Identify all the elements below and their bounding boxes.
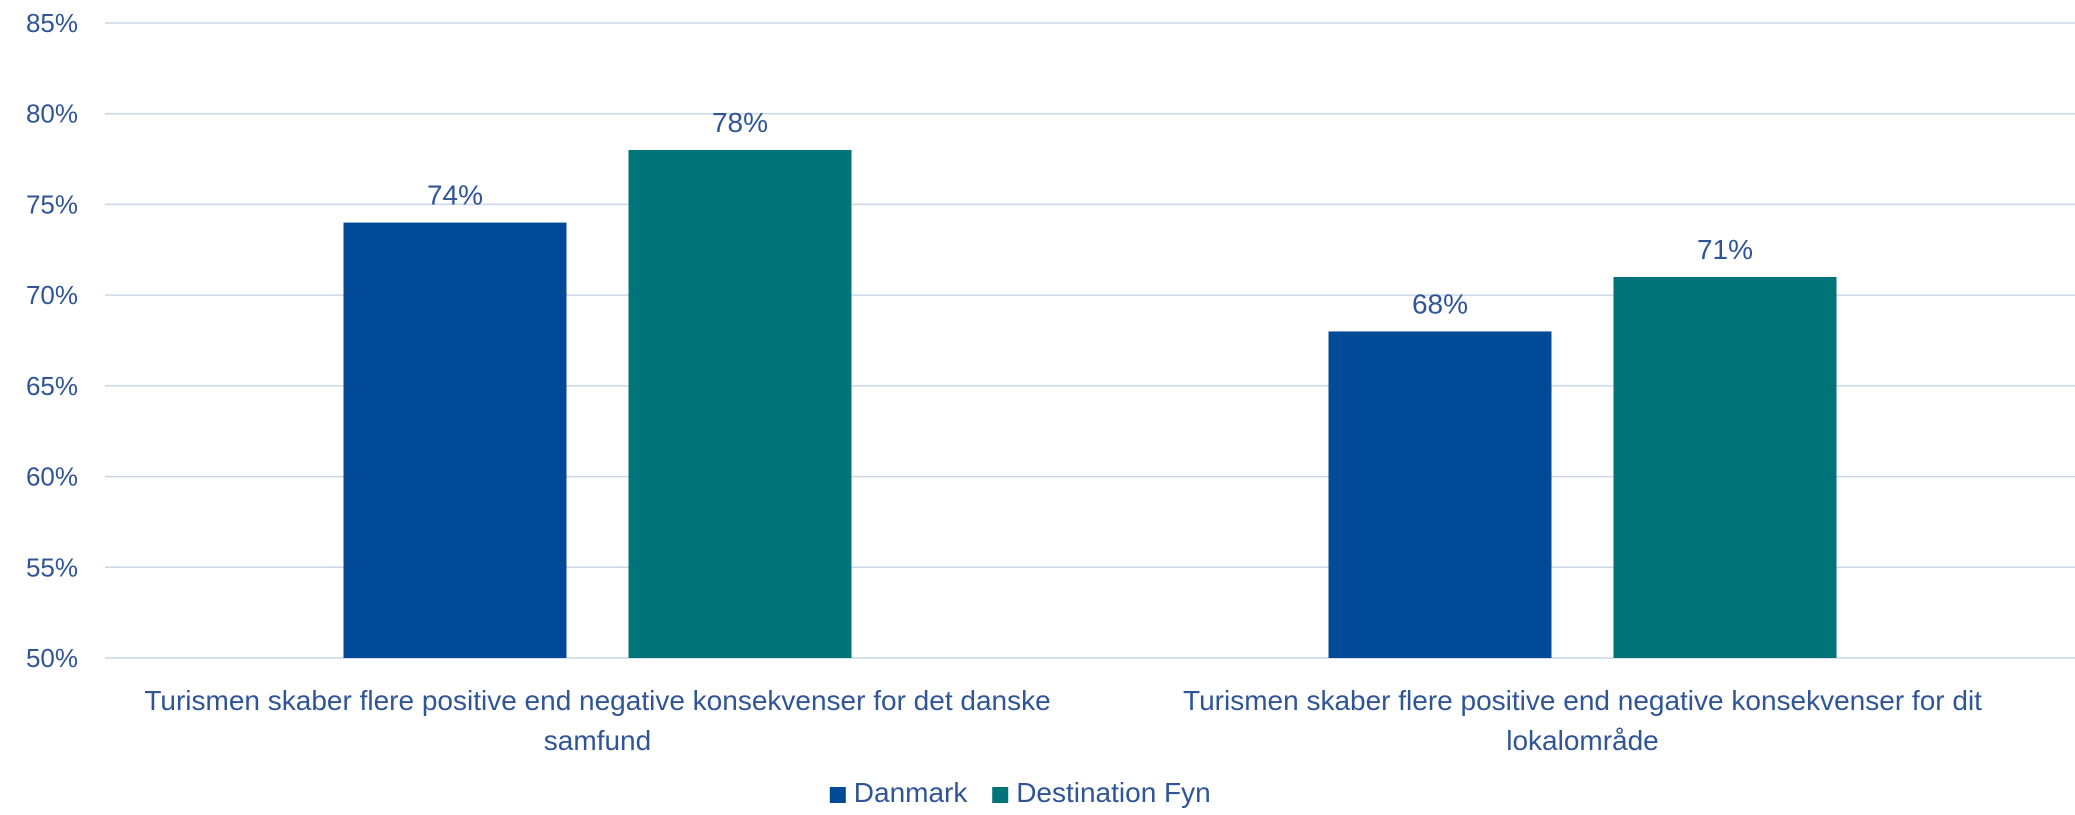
y-tick-label: 70% <box>26 280 78 310</box>
data-label: 71% <box>1697 234 1753 265</box>
y-tick-label: 80% <box>26 99 78 129</box>
bar <box>628 150 852 658</box>
data-label: 78% <box>712 107 768 138</box>
y-tick-label: 75% <box>26 189 78 219</box>
legend-swatch <box>992 787 1009 803</box>
legend-label: Danmark <box>854 777 969 808</box>
legend-swatch <box>829 787 846 803</box>
x-category-label: Turismen skaber flere positive end negat… <box>1183 685 1982 716</box>
data-label: 74% <box>427 180 483 211</box>
x-category-label: lokalområde <box>1506 725 1659 756</box>
x-category-label: Turismen skaber flere positive end negat… <box>144 685 1050 716</box>
x-category-label: samfund <box>544 725 651 756</box>
y-tick-label: 60% <box>26 462 78 492</box>
bar <box>1613 277 1837 658</box>
data-label: 68% <box>1412 288 1468 319</box>
bar <box>343 222 567 659</box>
legend-label: Destination Fyn <box>1016 777 1211 808</box>
bar <box>1328 331 1552 658</box>
y-tick-label: 55% <box>26 552 78 582</box>
y-tick-label: 85% <box>26 8 78 38</box>
y-tick-label: 50% <box>26 643 78 673</box>
y-tick-label: 65% <box>26 371 78 401</box>
